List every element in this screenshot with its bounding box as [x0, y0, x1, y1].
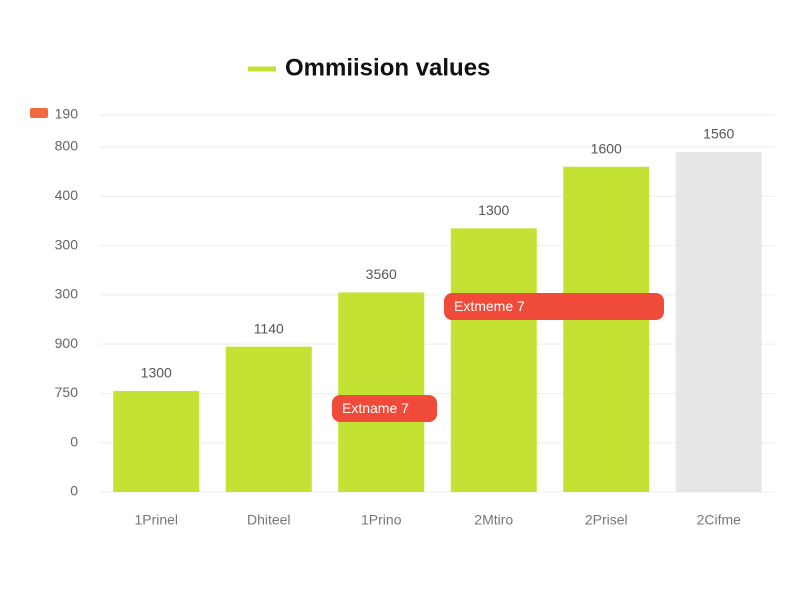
- y-tick-label: 300: [55, 236, 79, 252]
- value-label: 3560: [366, 266, 397, 282]
- annotation: Extmeme 7: [444, 293, 664, 320]
- bar: [563, 166, 650, 492]
- value-label: 1300: [478, 202, 509, 218]
- bar: [450, 228, 537, 492]
- annotation-box: [444, 293, 664, 320]
- annotation-box: [332, 395, 437, 422]
- x-tick-label: 2Cifme: [697, 512, 742, 528]
- value-label: 1300: [141, 365, 172, 381]
- x-tick-label: Dhiteel: [247, 512, 291, 528]
- annotation: Extname 7: [332, 395, 437, 422]
- value-label: 1140: [254, 320, 284, 336]
- value-label: 1560: [703, 126, 734, 142]
- x-tick-label: 2Mtiro: [474, 512, 513, 528]
- y-tick-label: 0: [70, 433, 78, 449]
- y-tick-label: 800: [55, 138, 79, 154]
- annotation-text: Extname 7: [342, 400, 409, 416]
- x-tick-label: 1Prino: [361, 512, 402, 528]
- legend-swatch-decoration: [30, 108, 48, 118]
- bar: [113, 390, 200, 492]
- bar: [225, 346, 312, 492]
- bar: [675, 151, 762, 492]
- x-tick-label: 1Prinel: [134, 512, 178, 528]
- y-tick-label: 190: [55, 106, 79, 122]
- chart-title: Ommiision values: [285, 54, 490, 81]
- y-tick-label: 300: [55, 286, 79, 302]
- x-tick-label: 2Prisel: [585, 512, 628, 528]
- y-tick-label: 900: [55, 335, 79, 351]
- y-tick-label: 400: [55, 187, 79, 203]
- value-label: 1600: [591, 140, 622, 156]
- annotation-text: Extmeme 7: [454, 298, 525, 314]
- bar: [338, 292, 425, 492]
- y-tick-label: 750: [55, 384, 79, 400]
- y-tick-label: 0: [70, 483, 78, 499]
